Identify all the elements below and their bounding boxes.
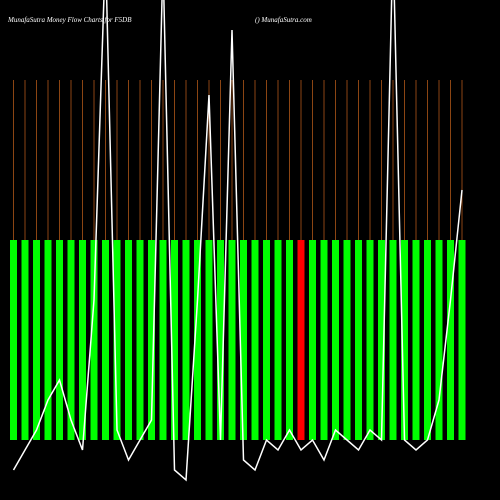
bar [263, 240, 270, 440]
bar [56, 240, 63, 440]
bar [171, 240, 178, 440]
bar [67, 240, 75, 440]
bar [458, 240, 466, 440]
price-line [12, 0, 463, 482]
bar [355, 240, 362, 440]
bar [182, 240, 190, 440]
bar [44, 240, 52, 440]
bar [274, 240, 282, 440]
bar [240, 240, 247, 440]
bar [102, 240, 109, 440]
bar [447, 240, 454, 440]
bar [228, 240, 236, 440]
bar [389, 240, 397, 440]
bar [251, 240, 259, 440]
bar [378, 240, 385, 440]
bar [343, 240, 351, 440]
bar [159, 240, 167, 440]
bar [21, 240, 29, 440]
bar [309, 240, 316, 440]
bar [194, 240, 201, 440]
bar [33, 240, 40, 440]
bar [136, 240, 144, 440]
bar [366, 240, 374, 440]
bar [332, 240, 339, 440]
bar [401, 240, 408, 440]
bar [205, 240, 213, 440]
bar [412, 240, 420, 440]
chart-title: MunafaSutra Money Flow Charts for F5DB [7, 16, 132, 24]
bar [435, 240, 443, 440]
bar [10, 240, 17, 440]
bar [320, 240, 328, 440]
bar [125, 240, 132, 440]
bar [217, 240, 224, 440]
bar [90, 240, 98, 440]
bar [113, 240, 121, 440]
bar [79, 240, 86, 440]
bar [148, 240, 155, 440]
bar [297, 240, 305, 440]
bar [424, 240, 431, 440]
chart-subtitle: () MunafaSutra.com [255, 16, 312, 24]
bar [286, 240, 293, 440]
